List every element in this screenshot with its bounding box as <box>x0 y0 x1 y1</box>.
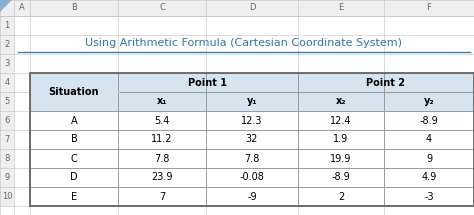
Text: 19.9: 19.9 <box>330 154 352 163</box>
Text: 9: 9 <box>426 154 432 163</box>
Bar <box>0 16 14 206</box>
Text: 1.9: 1.9 <box>333 135 348 144</box>
Text: 1: 1 <box>4 21 9 30</box>
Bar <box>30 187 474 206</box>
Text: D: D <box>249 3 255 12</box>
Text: 5.4: 5.4 <box>155 115 170 126</box>
Text: C: C <box>71 154 77 163</box>
Text: 12.3: 12.3 <box>241 115 263 126</box>
Text: y₂: y₂ <box>424 97 434 106</box>
Text: C: C <box>159 3 165 12</box>
Text: B: B <box>71 135 77 144</box>
Text: 9: 9 <box>4 173 9 182</box>
Text: -8.9: -8.9 <box>419 115 438 126</box>
Text: Point 1: Point 1 <box>189 77 228 88</box>
Text: -3: -3 <box>424 192 434 201</box>
Bar <box>30 168 474 187</box>
Text: 3: 3 <box>4 59 9 68</box>
Bar <box>30 92 474 111</box>
Text: x₁: x₁ <box>157 97 167 106</box>
Text: -8.9: -8.9 <box>332 172 350 183</box>
Text: A: A <box>71 115 77 126</box>
Text: 7: 7 <box>159 192 165 201</box>
Text: 11.2: 11.2 <box>151 135 173 144</box>
Text: B: B <box>71 3 77 12</box>
Text: -9: -9 <box>247 192 257 201</box>
Bar <box>30 111 474 130</box>
Text: A: A <box>19 3 25 12</box>
Bar <box>30 73 474 92</box>
Text: 4: 4 <box>426 135 432 144</box>
Text: 7.8: 7.8 <box>155 154 170 163</box>
Text: F: F <box>427 3 431 12</box>
Text: E: E <box>338 3 344 12</box>
Text: E: E <box>71 192 77 201</box>
Bar <box>30 149 474 168</box>
Bar <box>30 73 474 206</box>
Text: 7.8: 7.8 <box>244 154 260 163</box>
Bar <box>30 130 474 149</box>
Text: 23.9: 23.9 <box>151 172 173 183</box>
Text: Situation: Situation <box>49 87 99 97</box>
Polygon shape <box>0 0 11 11</box>
Text: y₁: y₁ <box>246 97 257 106</box>
Text: Using Arithmetic Formula (Cartesian Coordinate System): Using Arithmetic Formula (Cartesian Coor… <box>85 38 402 49</box>
Text: 6: 6 <box>4 116 9 125</box>
Text: 4: 4 <box>4 78 9 87</box>
Text: 4.9: 4.9 <box>421 172 437 183</box>
Text: -0.08: -0.08 <box>239 172 264 183</box>
Bar <box>0 0 474 16</box>
Text: 12.4: 12.4 <box>330 115 352 126</box>
Text: 10: 10 <box>2 192 12 201</box>
Text: x₂: x₂ <box>336 97 346 106</box>
Text: 5: 5 <box>4 97 9 106</box>
Text: Point 2: Point 2 <box>366 77 405 88</box>
Text: 8: 8 <box>4 154 9 163</box>
Text: 2: 2 <box>338 192 344 201</box>
Text: D: D <box>70 172 78 183</box>
Text: 32: 32 <box>246 135 258 144</box>
Text: 2: 2 <box>4 40 9 49</box>
Text: 7: 7 <box>4 135 9 144</box>
